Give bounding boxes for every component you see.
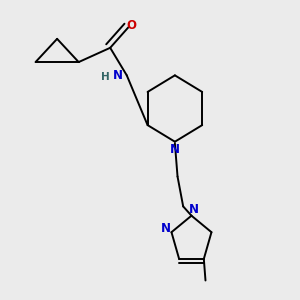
- Text: N: N: [170, 142, 180, 155]
- Text: H: H: [101, 72, 110, 82]
- Text: N: N: [112, 69, 122, 82]
- Text: O: O: [126, 19, 136, 32]
- Text: N: N: [160, 222, 170, 235]
- Text: N: N: [188, 203, 199, 216]
